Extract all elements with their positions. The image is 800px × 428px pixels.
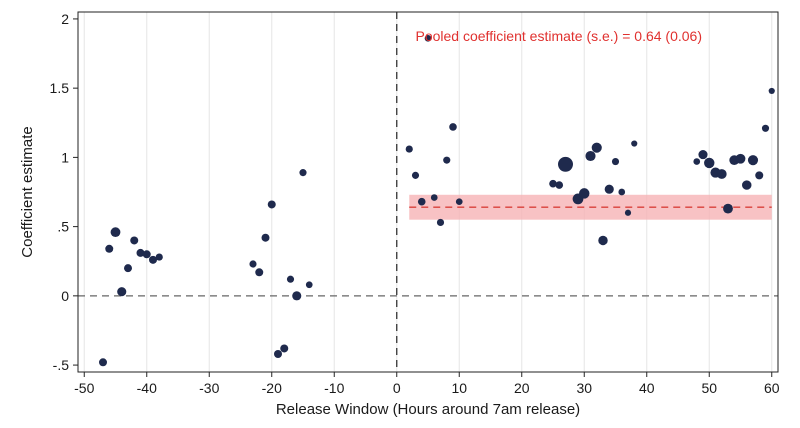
data-point bbox=[549, 179, 557, 188]
data-point bbox=[149, 255, 157, 264]
data-point bbox=[747, 155, 759, 166]
data-point bbox=[105, 244, 114, 253]
x-tick-label: 50 bbox=[701, 380, 717, 396]
y-axis-title: Coefficient estimate bbox=[19, 126, 36, 257]
data-point bbox=[755, 171, 764, 180]
data-point bbox=[267, 200, 276, 209]
data-point bbox=[110, 227, 121, 238]
data-point bbox=[716, 169, 727, 179]
data-point bbox=[555, 181, 564, 189]
data-point bbox=[274, 350, 282, 358]
x-tick-label: -10 bbox=[324, 380, 344, 396]
x-tick-label: 30 bbox=[576, 380, 592, 396]
x-tick-label: 40 bbox=[639, 380, 655, 396]
data-point bbox=[142, 250, 151, 259]
data-point bbox=[585, 150, 596, 162]
data-point bbox=[631, 140, 638, 147]
data-point bbox=[280, 344, 289, 353]
x-tick-label: -40 bbox=[137, 380, 157, 396]
data-point bbox=[618, 188, 626, 196]
data-point bbox=[611, 157, 620, 166]
x-tick-label: -50 bbox=[74, 380, 94, 396]
data-point bbox=[136, 248, 145, 257]
data-point bbox=[723, 203, 733, 214]
y-tick-label: 0 bbox=[61, 288, 69, 304]
data-point bbox=[411, 171, 420, 179]
data-point bbox=[579, 188, 590, 199]
x-tick-label: -20 bbox=[262, 380, 282, 396]
data-point bbox=[742, 180, 752, 190]
data-point bbox=[704, 157, 715, 169]
x-tick-label: 60 bbox=[764, 380, 780, 396]
data-point bbox=[624, 209, 632, 216]
x-tick-label: -30 bbox=[199, 380, 219, 396]
y-tick-label: 1 bbox=[61, 149, 69, 165]
data-point bbox=[591, 142, 602, 153]
x-tick-label: 0 bbox=[393, 380, 401, 396]
x-tick-label: 20 bbox=[514, 380, 530, 396]
y-tick-label: -.5 bbox=[53, 357, 70, 373]
data-point bbox=[761, 124, 770, 132]
data-point bbox=[130, 236, 139, 245]
y-tick-label: 1.5 bbox=[50, 80, 70, 96]
data-point bbox=[693, 158, 701, 165]
data-point bbox=[286, 275, 295, 283]
x-tick-label: 10 bbox=[451, 380, 467, 396]
data-point bbox=[305, 281, 313, 289]
data-point bbox=[424, 34, 432, 42]
y-tick-label: .5 bbox=[57, 219, 69, 235]
data-point bbox=[155, 253, 163, 261]
data-point bbox=[558, 156, 573, 172]
data-point bbox=[405, 145, 413, 153]
data-point bbox=[698, 150, 708, 160]
data-point bbox=[443, 156, 451, 164]
data-point bbox=[768, 87, 775, 95]
data-point bbox=[598, 235, 608, 246]
data-point bbox=[449, 123, 457, 131]
data-point bbox=[292, 291, 302, 301]
data-point bbox=[99, 358, 107, 367]
pooled-band-layer bbox=[409, 194, 772, 220]
data-point bbox=[124, 264, 132, 273]
data-point bbox=[417, 197, 426, 206]
data-point bbox=[604, 184, 614, 194]
data-point bbox=[436, 218, 445, 227]
data-point bbox=[117, 287, 127, 297]
plot-frame bbox=[77, 11, 779, 373]
grid-lines bbox=[83, 12, 773, 372]
data-point bbox=[455, 198, 463, 206]
data-point bbox=[430, 194, 438, 201]
data-point bbox=[249, 260, 257, 268]
reference-lines bbox=[78, 12, 778, 372]
data-point bbox=[299, 169, 307, 177]
x-axis-title: Release Window (Hours around 7am release… bbox=[276, 401, 580, 418]
axes: -50 -40 -30 -20 -10 0 10 20 30 40 50 60 -.5 0 .5 1 1.5 2 bbox=[50, 11, 780, 396]
data-point bbox=[261, 233, 270, 242]
pooled-annotation: Pooled coefficient estimate (s.e.) = 0.6… bbox=[416, 28, 703, 44]
data-points bbox=[99, 34, 775, 367]
data-point bbox=[735, 153, 746, 164]
data-point bbox=[255, 268, 264, 277]
y-tick-label: 2 bbox=[61, 11, 69, 27]
